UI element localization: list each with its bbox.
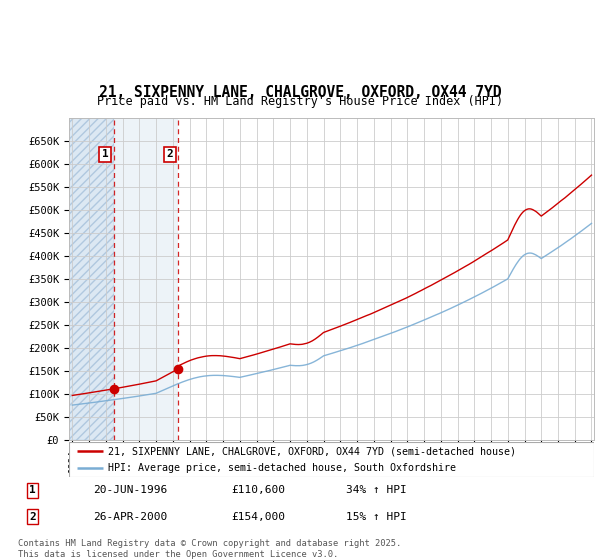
Text: 2: 2 xyxy=(166,150,173,160)
Text: 1: 1 xyxy=(102,150,109,160)
Text: HPI: Average price, semi-detached house, South Oxfordshire: HPI: Average price, semi-detached house,… xyxy=(109,463,457,473)
Text: £110,600: £110,600 xyxy=(231,486,285,495)
Bar xyxy=(64,118,114,440)
Text: 21, SIXPENNY LANE, CHALGROVE, OXFORD, OX44 7YD: 21, SIXPENNY LANE, CHALGROVE, OXFORD, OX… xyxy=(99,85,501,100)
Text: Contains HM Land Registry data © Crown copyright and database right 2025.
This d: Contains HM Land Registry data © Crown c… xyxy=(18,539,401,559)
Text: 26-APR-2000: 26-APR-2000 xyxy=(93,512,167,522)
Text: £154,000: £154,000 xyxy=(231,512,285,522)
Text: 20-JUN-1996: 20-JUN-1996 xyxy=(93,486,167,495)
Text: 1: 1 xyxy=(29,486,36,495)
Bar xyxy=(114,118,178,440)
Text: 34% ↑ HPI: 34% ↑ HPI xyxy=(346,486,407,495)
Text: 2: 2 xyxy=(29,512,36,522)
Text: 15% ↑ HPI: 15% ↑ HPI xyxy=(346,512,407,522)
Text: 21, SIXPENNY LANE, CHALGROVE, OXFORD, OX44 7YD (semi-detached house): 21, SIXPENNY LANE, CHALGROVE, OXFORD, OX… xyxy=(109,446,517,456)
Text: Price paid vs. HM Land Registry's House Price Index (HPI): Price paid vs. HM Land Registry's House … xyxy=(97,95,503,108)
